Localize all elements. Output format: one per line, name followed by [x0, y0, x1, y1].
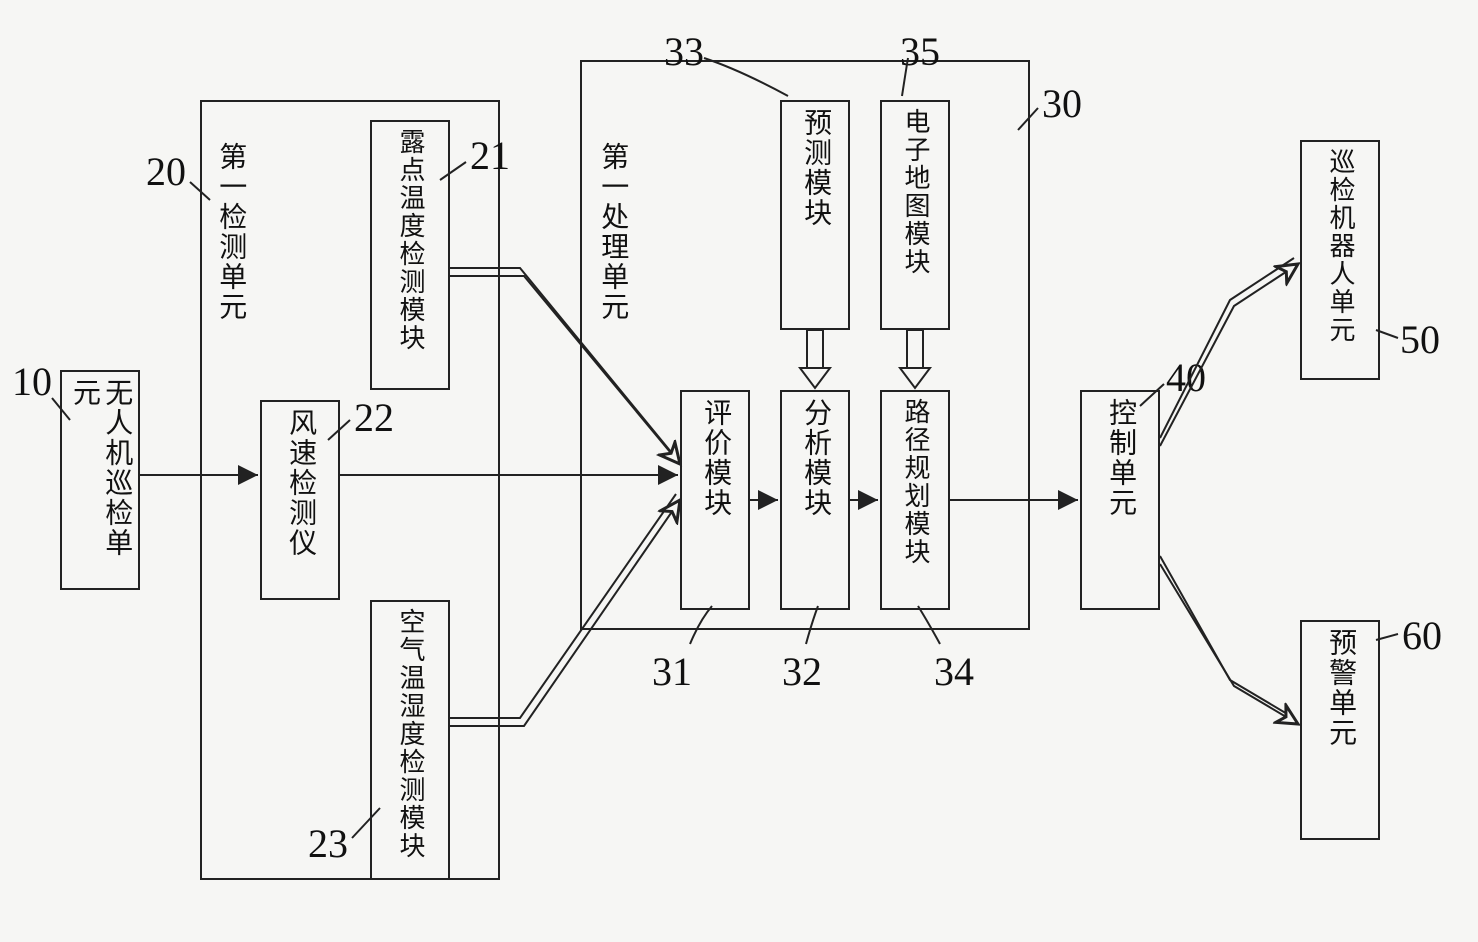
num-10: 10 — [12, 358, 52, 405]
text-wind-speed-detector: 风速检测仪 — [284, 408, 316, 558]
num-20: 20 — [146, 148, 186, 195]
num-34: 34 — [934, 648, 974, 695]
text-control-unit: 控制单元 — [1104, 398, 1136, 518]
node-uav-inspection-unit: 无人机巡检单元 — [60, 370, 140, 590]
node-warning-unit: 预警单元 — [1300, 620, 1380, 840]
num-60: 60 — [1402, 612, 1442, 659]
node-path-planning-module: 路径规划模块 — [880, 390, 950, 610]
num-32: 32 — [782, 648, 822, 695]
text-inspection-robot-unit: 巡检机器人单元 — [1325, 148, 1355, 344]
text-path-planning-module: 路径规划模块 — [900, 398, 930, 566]
text-electronic-map-module: 电子地图模块 — [900, 108, 930, 276]
node-analysis-module: 分析模块 — [780, 390, 850, 610]
node-wind-speed-detector: 风速检测仪 — [260, 400, 340, 600]
num-40: 40 — [1166, 354, 1206, 401]
diagram-canvas: 第一检测单元 第一处理单元 无人机巡检单元 露点温度检测模块 风速检测仪 空气温… — [0, 0, 1478, 942]
num-30: 30 — [1042, 80, 1082, 127]
text-analysis-module: 分析模块 — [799, 398, 831, 518]
node-inspection-robot-unit: 巡检机器人单元 — [1300, 140, 1380, 380]
num-21: 21 — [470, 132, 510, 179]
label-first-detection-unit: 第一检测单元 — [214, 142, 246, 322]
node-air-temp-humidity-module: 空气温湿度检测模块 — [370, 600, 450, 880]
text-dew-point-module: 露点温度检测模块 — [395, 128, 425, 352]
text-uav-inspection-unit: 无人机巡检单元 — [68, 378, 132, 582]
node-evaluation-module: 评价模块 — [680, 390, 750, 610]
node-control-unit: 控制单元 — [1080, 390, 1160, 610]
node-dew-point-module: 露点温度检测模块 — [370, 120, 450, 390]
num-50: 50 — [1400, 316, 1440, 363]
text-evaluation-module: 评价模块 — [699, 398, 731, 518]
num-22: 22 — [354, 394, 394, 441]
num-33: 33 — [664, 28, 704, 75]
label-first-processing-unit: 第一处理单元 — [596, 142, 628, 322]
num-35: 35 — [900, 28, 940, 75]
num-23: 23 — [308, 820, 348, 867]
node-prediction-module: 预测模块 — [780, 100, 850, 330]
text-warning-unit: 预警单元 — [1324, 628, 1356, 748]
node-electronic-map-module: 电子地图模块 — [880, 100, 950, 330]
num-31: 31 — [652, 648, 692, 695]
text-air-temp-humidity-module: 空气温湿度检测模块 — [395, 608, 425, 860]
text-prediction-module: 预测模块 — [799, 108, 831, 228]
